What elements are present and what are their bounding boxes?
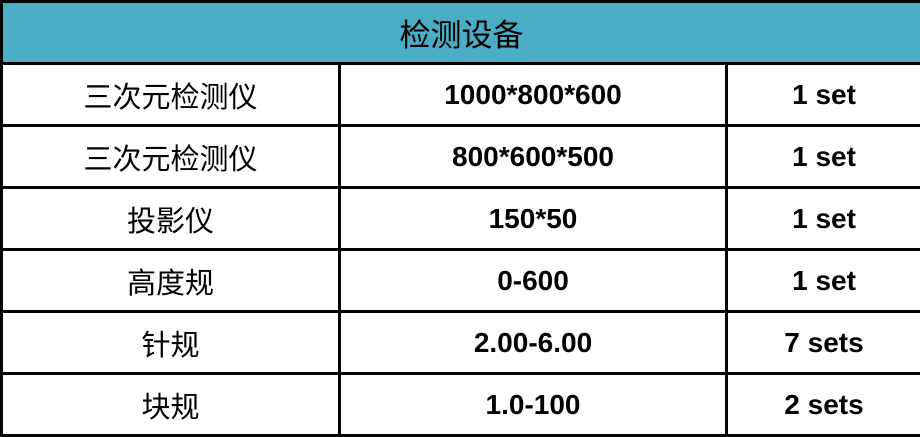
quantity-cell: 1 set bbox=[727, 64, 920, 126]
quantity-cell: 1 set bbox=[727, 250, 920, 312]
quantity-cell: 1 set bbox=[727, 188, 920, 250]
equipment-name-cell: 块规 bbox=[2, 374, 340, 436]
equipment-name-cell: 针规 bbox=[2, 312, 340, 374]
quantity-cell: 7 sets bbox=[727, 312, 920, 374]
spec-cell: 0-600 bbox=[340, 250, 727, 312]
equipment-name-cell: 投影仪 bbox=[2, 188, 340, 250]
table-title: 检测设备 bbox=[2, 2, 920, 64]
quantity-cell: 1 set bbox=[727, 126, 920, 188]
spec-cell: 800*600*500 bbox=[340, 126, 727, 188]
table-row: 高度规 0-600 1 set bbox=[2, 250, 920, 312]
table-row: 块规 1.0-100 2 sets bbox=[2, 374, 920, 436]
table-row: 针规 2.00-6.00 7 sets bbox=[2, 312, 920, 374]
table-row: 投影仪 150*50 1 set bbox=[2, 188, 920, 250]
spec-cell: 1.0-100 bbox=[340, 374, 727, 436]
spec-cell: 1000*800*600 bbox=[340, 64, 727, 126]
equipment-name-cell: 三次元检测仪 bbox=[2, 126, 340, 188]
equipment-name-cell: 三次元检测仪 bbox=[2, 64, 340, 126]
quantity-cell: 2 sets bbox=[727, 374, 920, 436]
spec-cell: 150*50 bbox=[340, 188, 727, 250]
equipment-name-cell: 高度规 bbox=[2, 250, 340, 312]
table-header-row: 检测设备 bbox=[2, 2, 920, 64]
table-row: 三次元检测仪 800*600*500 1 set bbox=[2, 126, 920, 188]
spec-cell: 2.00-6.00 bbox=[340, 312, 727, 374]
table-row: 三次元检测仪 1000*800*600 1 set bbox=[2, 64, 920, 126]
